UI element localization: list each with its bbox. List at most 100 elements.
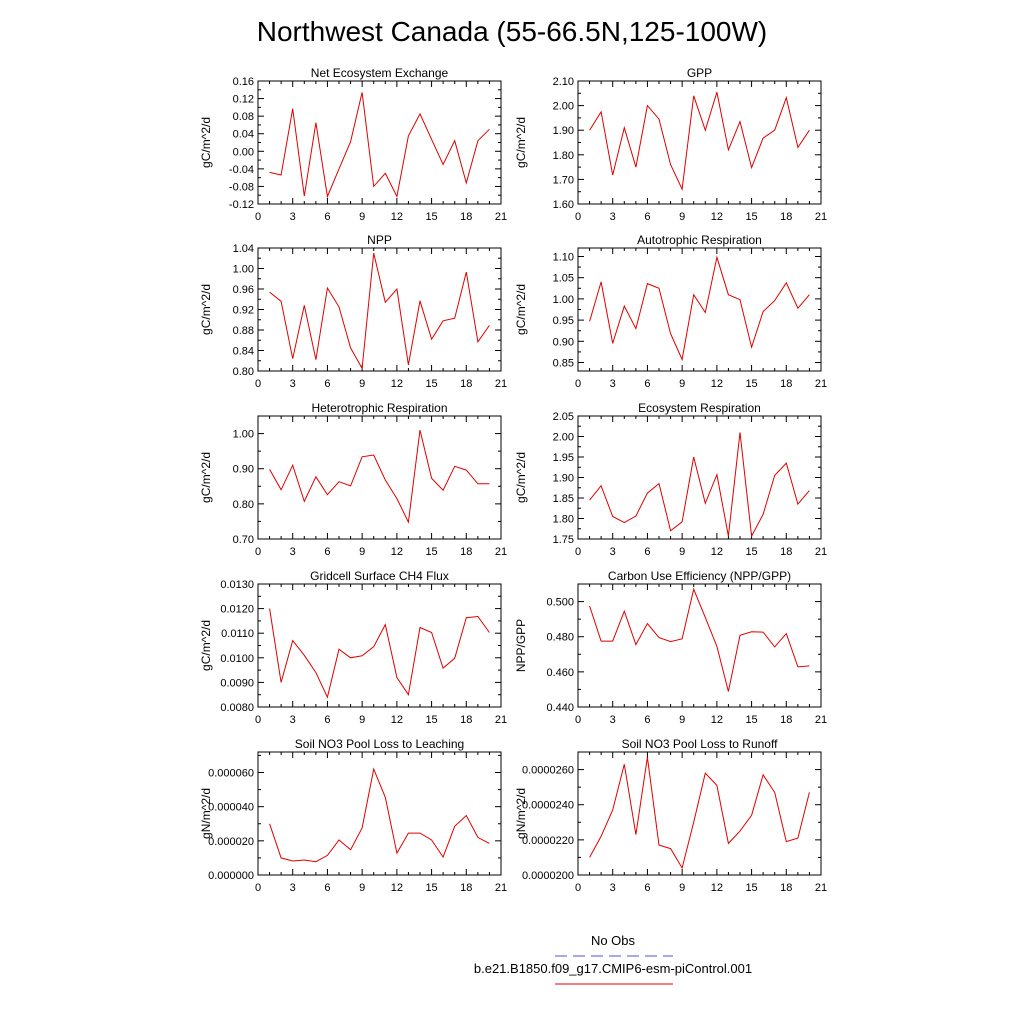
x-tick-label: 18: [780, 211, 792, 223]
y-tick-label: 0.500: [546, 597, 574, 609]
x-tick-label: 15: [425, 882, 437, 894]
y-axis-label: gC/m^2/d: [199, 452, 213, 503]
y-axis-label: gC/m^2/d: [199, 117, 213, 168]
y-tick-label: 0.80: [233, 366, 254, 378]
y-tick-label: 1.05: [553, 273, 574, 285]
y-tick-label: 0.000020: [208, 836, 254, 848]
series-line: [589, 255, 810, 362]
chart-soil-no3-pool-loss-to-runoff: Soil NO3 Pool Loss to Runoff gN/m^2/d 0 3 6 9…: [514, 737, 827, 894]
x-tick-label: 12: [711, 882, 723, 894]
series-line: [269, 92, 490, 199]
y-tick-label: 1.00: [233, 429, 254, 441]
x-tick-label: 6: [644, 378, 650, 390]
plot-frame: [577, 415, 822, 540]
series-line: [589, 91, 810, 191]
y-axis-label: NPP/GPP: [514, 619, 528, 672]
x-tick-label: 18: [780, 882, 792, 894]
chart-title: Soil NO3 Pool Loss to Runoff: [622, 737, 779, 751]
x-tick-label: 6: [644, 546, 650, 558]
y-tick-label: 0.88: [233, 325, 254, 337]
series-line: [589, 757, 810, 870]
x-tick-label: 0: [255, 714, 261, 726]
x-tick-label: 0: [255, 211, 261, 223]
x-tick-label: 9: [679, 714, 685, 726]
y-tick-label: 0.440: [546, 702, 574, 714]
plot-frame: [577, 751, 822, 876]
x-tick-label: 15: [745, 546, 757, 558]
chart-title: Carbon Use Efficiency (NPP/GPP): [608, 569, 791, 583]
y-tick-label: 0.04: [233, 129, 254, 141]
x-tick-label: 9: [359, 211, 365, 223]
x-tick-label: 12: [711, 211, 723, 223]
chart-title: GPP: [687, 66, 712, 80]
x-tick-label: 9: [679, 546, 685, 558]
y-tick-label: 0.0080: [220, 702, 254, 714]
x-tick-label: 12: [391, 882, 403, 894]
x-tick-label: 0: [255, 882, 261, 894]
x-tick-label: 21: [495, 211, 507, 223]
x-tick-label: 18: [460, 882, 472, 894]
x-tick-label: 21: [495, 714, 507, 726]
plot-frame: [257, 415, 502, 540]
x-tick-label: 6: [324, 714, 330, 726]
x-tick-label: 3: [290, 714, 296, 726]
x-tick-label: 18: [460, 546, 472, 558]
y-tick-label: 1.00: [233, 264, 254, 276]
y-tick-label: 0.0100: [220, 653, 254, 665]
y-tick-label: 0.92: [233, 305, 254, 317]
y-tick-label: 0.480: [546, 632, 574, 644]
x-tick-label: 3: [610, 882, 616, 894]
y-tick-label: 0.0120: [220, 604, 254, 616]
chart-title: Soil NO3 Pool Loss to Leaching: [295, 737, 464, 751]
x-tick-label: 3: [290, 211, 296, 223]
chart-soil-no3-pool-loss-to-leaching: Soil NO3 Pool Loss to Leaching gN/m^2/d 0 3…: [199, 737, 507, 894]
y-axis-label: gC/m^2/d: [514, 452, 528, 503]
x-tick-label: 0: [575, 211, 581, 223]
y-tick-label: 2.10: [553, 76, 574, 88]
y-tick-label: 0.0130: [220, 579, 254, 591]
x-tick-label: 18: [780, 714, 792, 726]
y-tick-label: 1.80: [553, 514, 574, 526]
x-tick-label: 18: [780, 546, 792, 558]
x-tick-label: 3: [610, 546, 616, 558]
x-tick-label: 15: [745, 714, 757, 726]
y-tick-label: -0.12: [229, 199, 254, 211]
x-tick-label: 15: [745, 211, 757, 223]
chart-title: Heterotrophic Respiration: [311, 401, 447, 415]
y-tick-label: 1.04: [233, 243, 254, 255]
y-tick-label: 0.84: [233, 346, 254, 358]
x-tick-label: 12: [711, 714, 723, 726]
x-tick-label: 6: [644, 882, 650, 894]
y-tick-label: 0.000060: [208, 768, 254, 780]
y-tick-label: 1.85: [553, 493, 574, 505]
y-tick-label: 0.70: [233, 534, 254, 546]
plot-frame: [577, 247, 822, 372]
x-tick-label: 18: [780, 378, 792, 390]
x-tick-label: 3: [290, 882, 296, 894]
y-tick-label: 1.90: [553, 473, 574, 485]
x-tick-label: 21: [815, 714, 827, 726]
legend-label-no-obs: No Obs: [591, 933, 636, 948]
x-tick-label: 18: [460, 714, 472, 726]
y-tick-label: 0.0000240: [522, 800, 574, 812]
chart-title: Autotrophic Respiration: [637, 233, 762, 247]
x-tick-label: 12: [391, 714, 403, 726]
chart-gpp: GPP gC/m^2/d 0 3 6 9 12 15 18 21 1.60 1.70 1.80 1.90 2…: [514, 66, 827, 223]
chart-title: Net Ecosystem Exchange: [311, 66, 449, 80]
figure-title: Northwest Canada (55-66.5N,125-100W): [257, 16, 767, 47]
x-tick-label: 9: [359, 546, 365, 558]
y-tick-label: 1.60: [553, 199, 574, 211]
x-tick-label: 21: [815, 546, 827, 558]
y-tick-label: 1.75: [553, 534, 574, 546]
plot-frame: [257, 751, 502, 876]
chart-panels: Net Ecosystem Exchange gC/m^2/d 0 3 6 9 12 15 18…: [199, 66, 827, 894]
plot-frame: [577, 80, 822, 205]
y-tick-label: 0.08: [233, 111, 254, 123]
x-tick-label: 15: [745, 378, 757, 390]
y-tick-label: 0.00: [233, 146, 254, 158]
y-tick-label: 0.96: [233, 284, 254, 296]
y-tick-label: 1.90: [553, 125, 574, 137]
x-tick-label: 3: [290, 546, 296, 558]
y-tick-label: 0.000040: [208, 802, 254, 814]
